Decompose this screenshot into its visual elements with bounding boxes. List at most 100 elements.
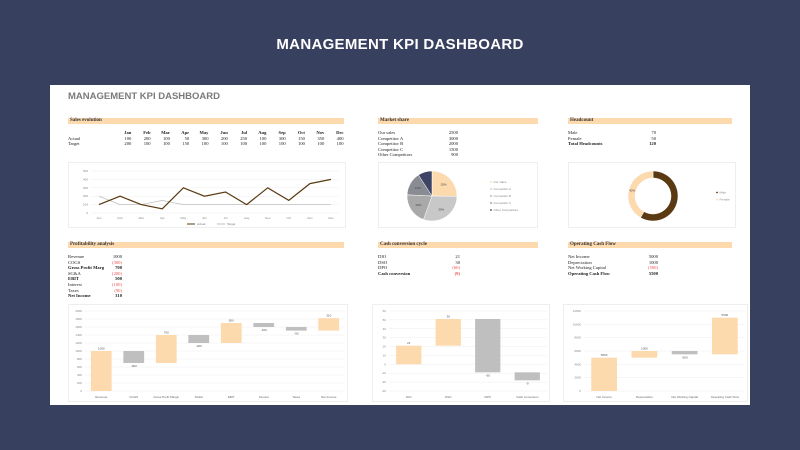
row-value: 1000 bbox=[112, 254, 122, 259]
row-value: 500 bbox=[115, 276, 122, 282]
headcount-table: Male 70 Female 50 Total Headcounts 120 bbox=[568, 130, 732, 147]
row-value: (200) bbox=[112, 270, 122, 276]
month-header: Dec bbox=[336, 130, 344, 135]
month-header: Jul bbox=[240, 130, 248, 135]
x-tick-label: May bbox=[181, 216, 187, 220]
y-tick-label: -20 bbox=[382, 380, 387, 384]
x-tick-label: Oct bbox=[286, 216, 291, 220]
cell-value: 100 bbox=[240, 141, 248, 147]
data-label: -100 bbox=[261, 328, 267, 332]
y-tick-label: 1600 bbox=[75, 325, 82, 329]
table-row: Net Income 310 bbox=[68, 293, 344, 299]
row-label: Actual bbox=[68, 135, 81, 141]
cell-value: 400 bbox=[336, 135, 344, 141]
row-label: Net Working Capital bbox=[568, 265, 607, 271]
month-header: May bbox=[199, 130, 209, 135]
waterfall-bar bbox=[631, 351, 658, 358]
y-tick-label: 0 bbox=[579, 389, 581, 393]
row-label: Depreciation bbox=[568, 259, 592, 265]
y-tick-label: 10000 bbox=[573, 322, 582, 326]
page-title: MANAGEMENT KPI DASHBOARD bbox=[276, 36, 524, 53]
row-label: EBIT bbox=[68, 276, 79, 282]
row-label: Net Income bbox=[568, 254, 590, 259]
row-value: 900 bbox=[451, 152, 458, 158]
y-tick-label: -10 bbox=[382, 371, 387, 375]
legend-swatch bbox=[490, 202, 492, 204]
profit-header: Profitability analysis bbox=[68, 242, 344, 248]
cell-value: 250 bbox=[240, 135, 248, 141]
table-row: DSO 30 bbox=[378, 260, 538, 266]
headcount-header: Headcount bbox=[568, 118, 732, 124]
month-header: Sep bbox=[278, 130, 286, 135]
row-value: 1500 bbox=[448, 146, 458, 152]
row-label: Other Competitors bbox=[378, 152, 413, 158]
data-label: 20% bbox=[415, 203, 421, 207]
legend-label: Male bbox=[720, 191, 727, 195]
market-pie-chart: 25% Our sales 30% Competitor A 20% Competitor… bbox=[378, 162, 538, 228]
cell-value: 100 bbox=[259, 135, 267, 141]
y-tick-label: 0 bbox=[86, 211, 88, 215]
waterfall-bar bbox=[318, 318, 340, 331]
waterfall-bar bbox=[711, 317, 738, 355]
table-row: Other Competitors 900 bbox=[378, 152, 538, 158]
month-header: Apr bbox=[181, 130, 190, 135]
data-label: 30 bbox=[447, 315, 451, 319]
profit-waterfall-chart: 0 200 400 600 800 1000 1200 1400 1600 1800 2000 100… bbox=[68, 304, 348, 402]
y-tick-label: 10 bbox=[383, 353, 387, 357]
cell-value: 300 bbox=[201, 135, 209, 141]
x-tick-label: Taxes bbox=[292, 395, 300, 399]
cell-value: 100 bbox=[278, 141, 286, 147]
y-tick-label: 8000 bbox=[574, 336, 581, 340]
y-tick-label: 6000 bbox=[574, 349, 581, 353]
cell-value: 200 bbox=[143, 135, 151, 141]
ccc-header: Cash conversion cycle bbox=[378, 242, 538, 248]
legend-swatch bbox=[490, 181, 492, 183]
row-label: Net Income bbox=[68, 293, 91, 299]
cell-value: 100 bbox=[143, 141, 151, 147]
ocf-waterfall-chart: 0 2000 4000 6000 8000 10000 12000 5000 Net Incom… bbox=[563, 304, 748, 402]
row-value: 30 bbox=[455, 259, 460, 265]
sales-section: Sales evolution Jan Feb Mar Apr May Jun Jul Aug… bbox=[68, 118, 344, 147]
ocf-section: Operating Cash Flow Net Income 5000 Deprec… bbox=[568, 242, 732, 276]
legend-label: Our sales bbox=[494, 180, 507, 184]
y-tick-label: 300 bbox=[83, 186, 88, 190]
data-label: 1000 bbox=[98, 347, 105, 351]
data-label: -90 bbox=[294, 332, 299, 336]
y-tick-label: 200 bbox=[77, 381, 82, 385]
data-label: 700 bbox=[164, 331, 169, 335]
waterfall-bar bbox=[90, 351, 112, 391]
x-tick-label: Net Income bbox=[596, 395, 612, 399]
row-label: Competitor B bbox=[378, 141, 404, 147]
cell-value: 150 bbox=[182, 141, 190, 147]
x-tick-label: Gross Profit Margin bbox=[153, 395, 179, 399]
table-row: Female 50 bbox=[568, 136, 732, 142]
x-tick-label: Cash conversion bbox=[516, 395, 539, 399]
y-tick-label: 4000 bbox=[574, 362, 581, 366]
headcount-section: Headcount Male 70 Female 50 Total Headcounts… bbox=[568, 118, 732, 147]
month-header: Aug bbox=[258, 130, 267, 135]
waterfall-bar bbox=[285, 327, 307, 331]
waterfall-bar bbox=[123, 351, 145, 363]
cell-value: 100 bbox=[163, 141, 170, 147]
table-row: Net Income 5000 bbox=[568, 254, 732, 260]
table-row: Net Working Capital (500) bbox=[568, 265, 732, 271]
x-tick-label: Net Working Capital bbox=[671, 395, 698, 399]
row-label: Revenue bbox=[68, 254, 85, 259]
data-label: -500 bbox=[682, 355, 688, 359]
cell-value: 100 bbox=[163, 135, 170, 141]
table-row: COGS (300) bbox=[68, 260, 344, 266]
row-label: COGS bbox=[68, 259, 81, 265]
y-tick-label: 2000 bbox=[75, 309, 82, 313]
waterfall-bar bbox=[435, 319, 461, 346]
x-tick-label: Depreciation bbox=[636, 395, 653, 399]
legend-swatch bbox=[716, 191, 718, 194]
waterfall-bar bbox=[188, 335, 210, 343]
table-row: Competitor C 1500 bbox=[378, 147, 538, 153]
data-label: 15% bbox=[415, 186, 421, 190]
slice-female bbox=[627, 170, 654, 218]
y-tick-label: 200 bbox=[83, 194, 88, 198]
row-label: Total Headcounts bbox=[568, 141, 603, 147]
data-label: 58% bbox=[671, 200, 677, 204]
row-value: (300) bbox=[112, 259, 122, 265]
y-tick-label: 400 bbox=[77, 373, 82, 377]
